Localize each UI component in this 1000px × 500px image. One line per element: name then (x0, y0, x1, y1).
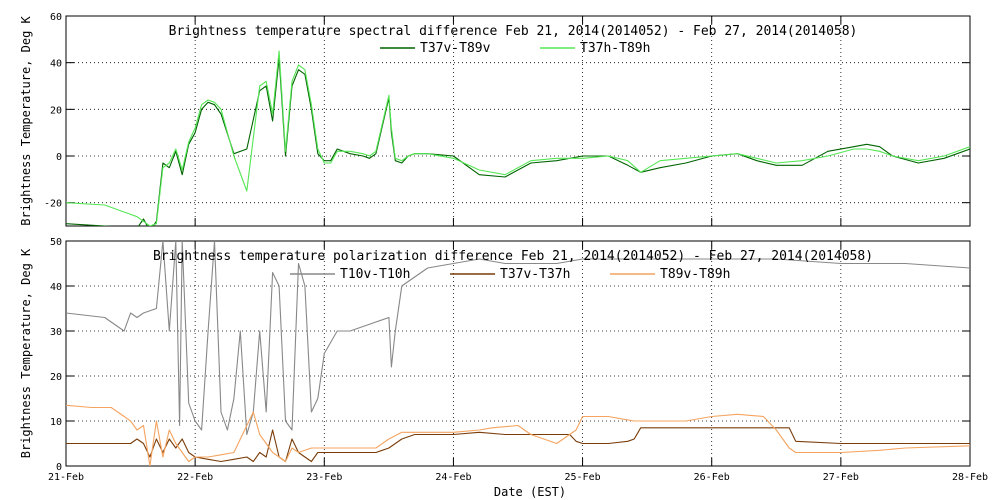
series-line-t37v-t89v (66, 57, 970, 226)
chart-title: Brightness temperature spectral differen… (169, 24, 858, 39)
x-axis-label: Date (EST) (494, 485, 566, 499)
plot-frame (65, 15, 971, 227)
y-tick-label: -20 (44, 199, 62, 210)
y-tick-label: 10 (50, 417, 62, 428)
x-tick-label: 23-Feb (306, 472, 342, 483)
x-tick-label: 21-Feb (48, 472, 84, 483)
y-axis-label: Brightness Temperature, Deg K (19, 248, 33, 458)
x-tick-label: 24-Feb (435, 472, 471, 483)
x-tick-label: 27-Feb (823, 472, 859, 483)
x-tick-label: 25-Feb (565, 472, 601, 483)
y-tick-label: 30 (50, 327, 62, 338)
x-tick-label: 26-Feb (694, 472, 730, 483)
legend-label: T37v-T37h (500, 267, 570, 282)
y-tick-label: 0 (56, 152, 62, 163)
series-line-t37v-t37h (66, 427, 970, 463)
y-tick-label: 20 (50, 105, 62, 116)
y-tick-label: 60 (50, 12, 62, 23)
series-line-t37h-t89h (66, 50, 970, 226)
y-tick-label: 0 (56, 462, 62, 473)
y-tick-label: 40 (50, 282, 62, 293)
legend-label: T10v-T10h (340, 267, 410, 282)
y-tick-label: 50 (50, 237, 62, 248)
series-line-t10v-t10h (66, 241, 970, 436)
legend-label: T89v-T89h (660, 267, 730, 282)
x-tick-label: 28-Feb (952, 472, 988, 483)
chart-title: Brightness temperature polarization diff… (153, 249, 873, 264)
legend-label: T37v-T89v (420, 41, 491, 56)
y-tick-label: 40 (50, 59, 62, 70)
polarization-difference-panel: 21-Feb 22-Feb 23-Feb 24-Feb 25-Feb 26-Feb 27-F… (19, 237, 988, 483)
spectral-difference-panel: -20 0 20 40 60 Brightness temperature spectra… (19, 12, 971, 227)
y-tick-label: 20 (50, 372, 62, 383)
series-line-t89v-t89h (66, 404, 970, 466)
y-axis-label: Brightness Temperature, Deg K (19, 15, 33, 225)
x-tick-label: 22-Feb (177, 472, 213, 483)
plot-frame (65, 240, 971, 467)
legend-label: T37h-T89h (580, 41, 650, 56)
